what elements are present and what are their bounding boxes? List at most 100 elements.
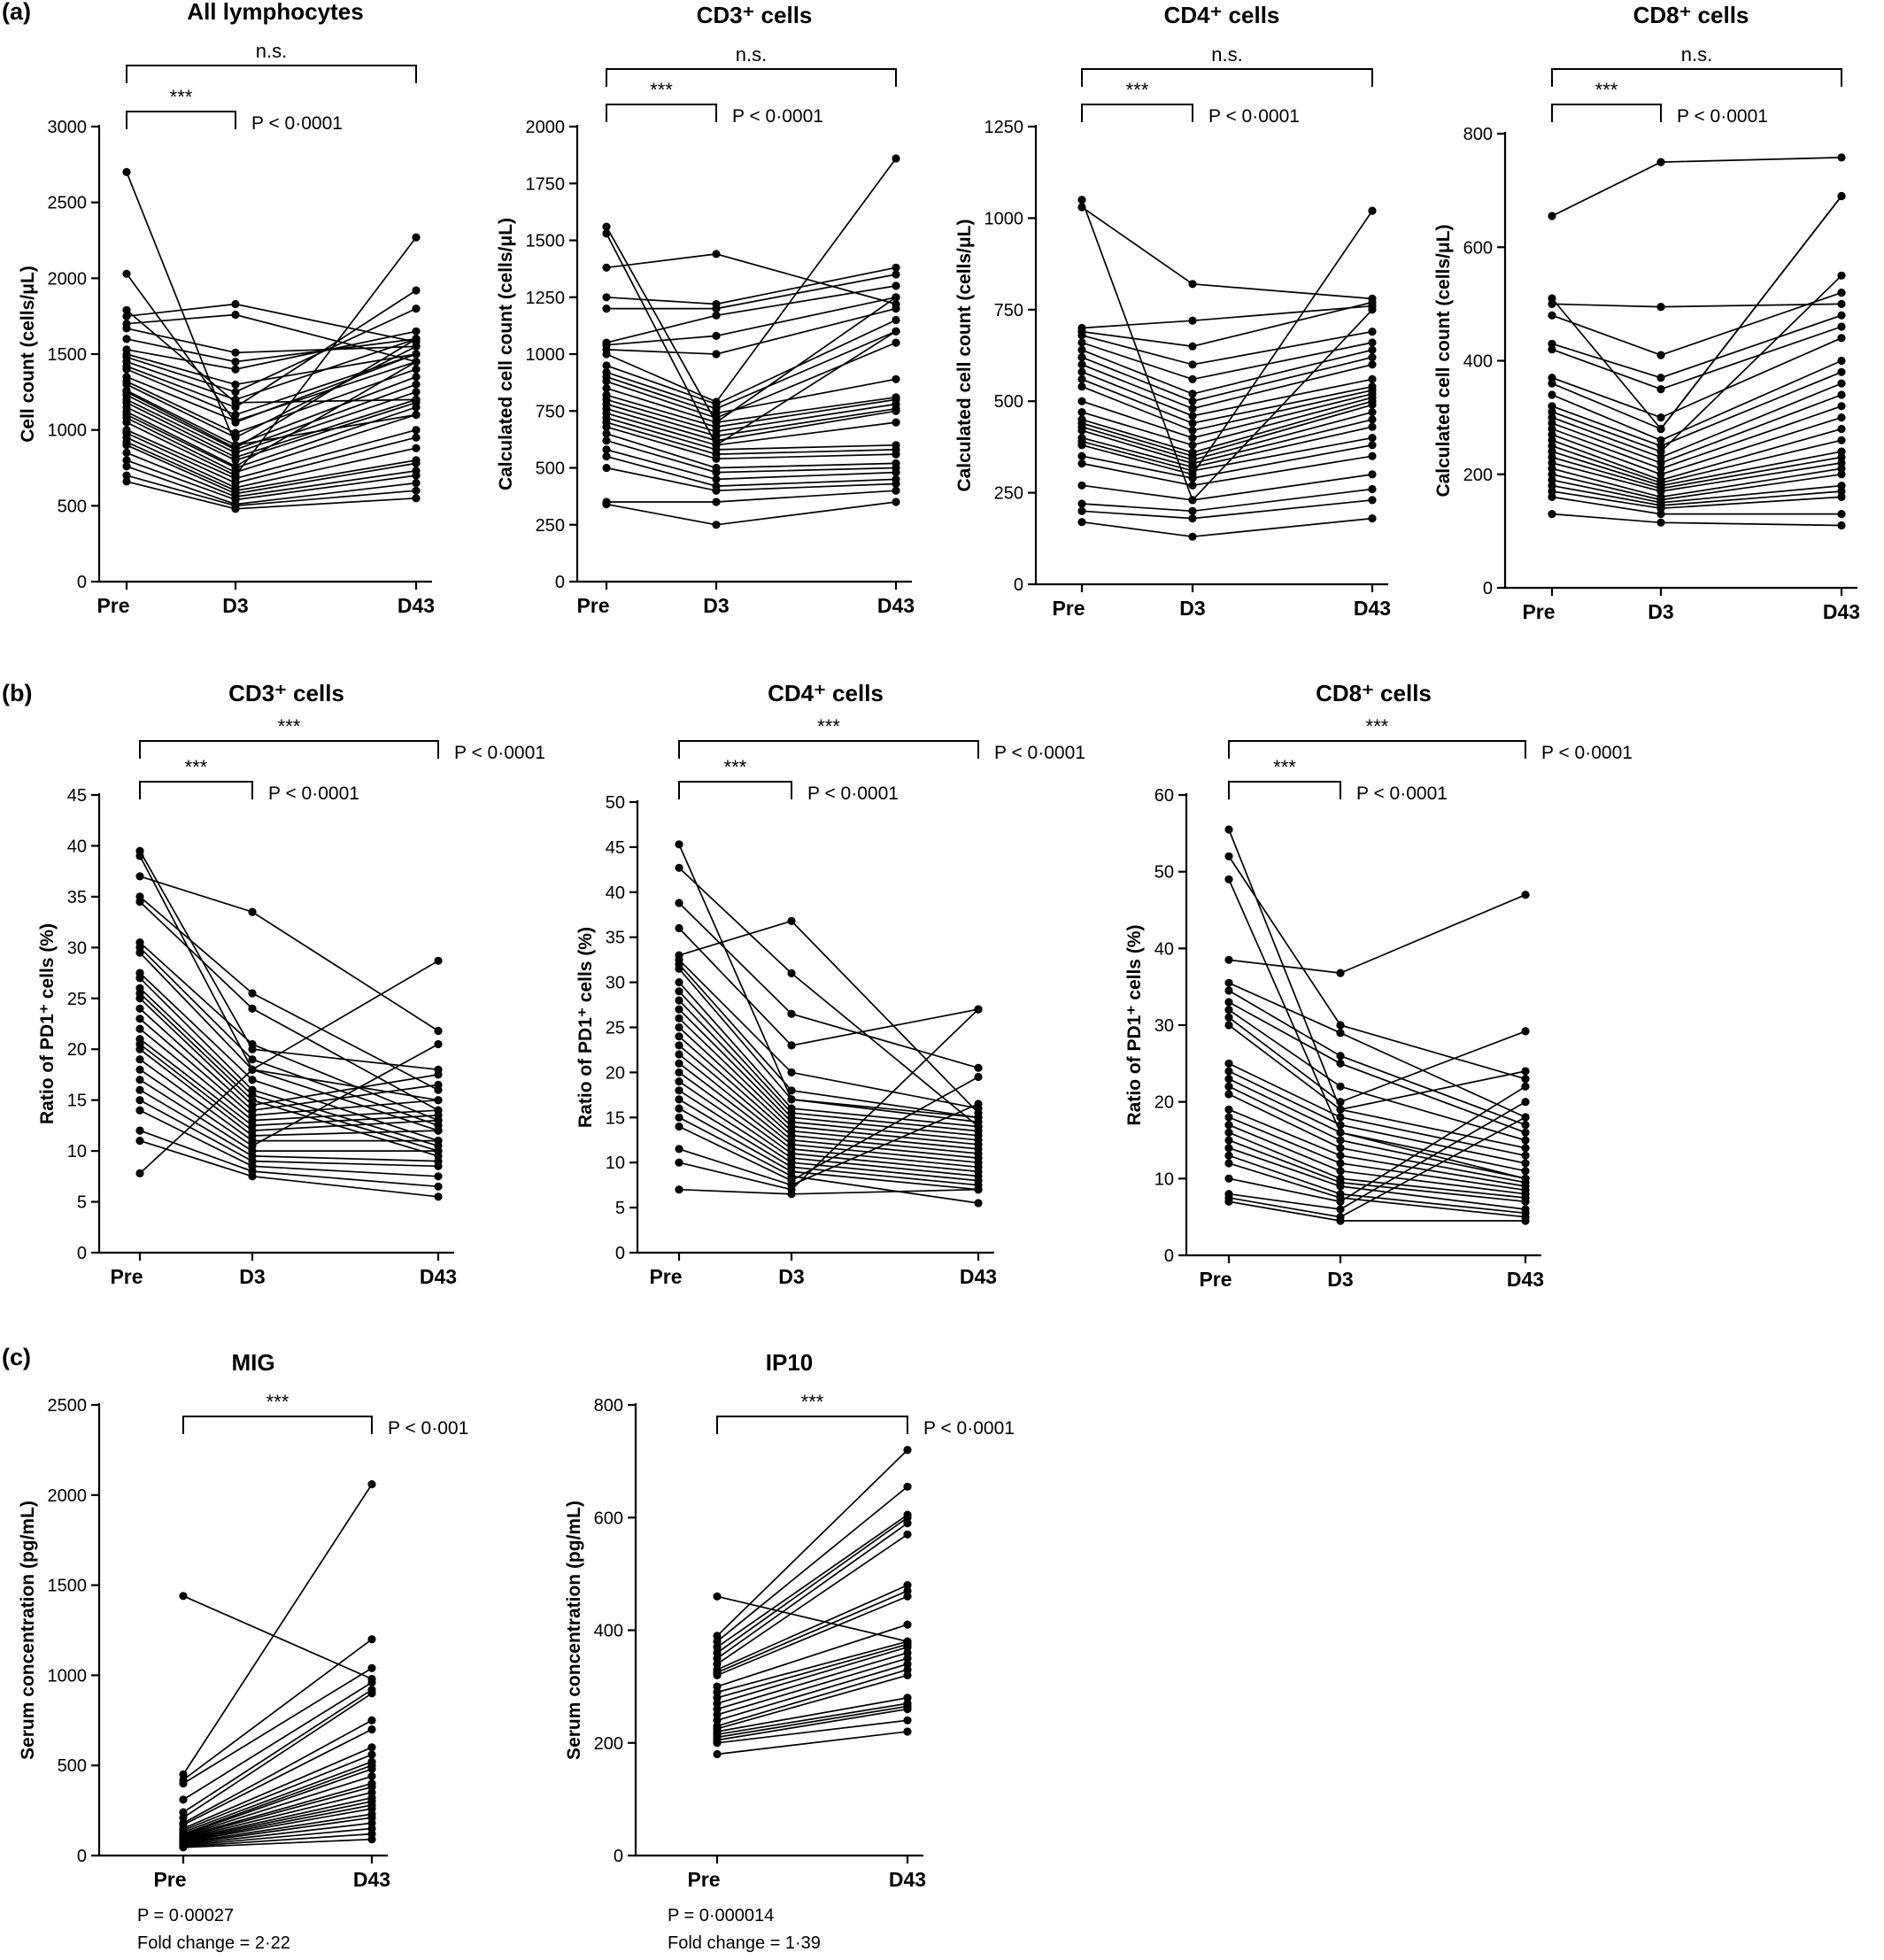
data-point — [1077, 360, 1086, 369]
p-value-label: P < 0·0001 — [1208, 106, 1300, 127]
data-point — [602, 263, 611, 272]
data-point — [1336, 1182, 1345, 1191]
data-point — [434, 1161, 443, 1170]
data-point — [122, 441, 131, 450]
data-point — [1837, 492, 1846, 502]
significance-label: *** — [170, 86, 193, 108]
x-tick-label: D43 — [420, 1265, 457, 1288]
data-point — [1548, 345, 1556, 354]
data-point — [367, 1743, 376, 1752]
data-point — [367, 1663, 376, 1672]
data-point — [675, 1059, 683, 1068]
significance-bracket — [139, 740, 439, 759]
y-tick-label: 250 — [536, 516, 565, 536]
data-point — [1077, 338, 1086, 347]
data-point — [892, 305, 900, 313]
data-point — [412, 305, 421, 313]
data-point — [1656, 510, 1665, 519]
data-point — [434, 1182, 443, 1191]
series-line-17 — [606, 403, 897, 437]
y-axis-label: Serum concentration (pg/mL) — [18, 1501, 38, 1760]
data-point — [713, 1660, 722, 1669]
y-tick-label: 25 — [606, 1019, 625, 1038]
y-tick-label: 45 — [606, 838, 625, 858]
significance-bracket — [716, 1416, 908, 1434]
data-point — [412, 373, 421, 382]
significance-label: n.s. — [1681, 43, 1712, 66]
data-point — [892, 154, 900, 163]
data-point — [713, 1716, 722, 1725]
data-point — [1656, 447, 1665, 456]
data-point — [1188, 397, 1197, 405]
y-tick-label: 1000 — [526, 345, 566, 365]
data-point — [675, 923, 683, 933]
y-tick-label: 5 — [615, 1199, 625, 1218]
data-point — [1077, 426, 1086, 435]
significance-label: *** — [185, 756, 208, 778]
data-point — [434, 1172, 443, 1181]
data-point — [367, 1771, 376, 1780]
data-point — [1224, 998, 1233, 1007]
data-point — [1077, 459, 1086, 468]
data-point — [122, 418, 131, 427]
y-tick-label: 1000 — [48, 421, 88, 441]
data-point — [1548, 459, 1556, 467]
data-point — [434, 1080, 443, 1089]
data-point — [367, 1725, 376, 1734]
data-point — [231, 348, 240, 357]
series-line-24 — [1081, 474, 1373, 501]
series-line-7 — [716, 1533, 908, 1665]
data-point — [1548, 402, 1556, 411]
series-line-5 — [1081, 330, 1373, 366]
p-value-label: P < 0·0001 — [251, 113, 343, 134]
x-tick-label: Pre — [1052, 597, 1085, 620]
data-point — [1368, 470, 1377, 479]
series-line-2 — [182, 1484, 373, 1775]
data-point — [1336, 1144, 1345, 1153]
series-line-1 — [1228, 829, 1526, 1111]
data-point — [675, 1077, 683, 1086]
series-line-6 — [716, 1522, 908, 1659]
data-point — [179, 1592, 188, 1601]
significance-bracket — [1081, 68, 1373, 87]
x-tick-label: Pre — [1522, 600, 1555, 623]
data-point — [1336, 1098, 1345, 1107]
series-line-5 — [1551, 314, 1842, 379]
data-point — [712, 486, 721, 495]
series-line-1 — [182, 1595, 373, 1680]
x-tick-label: D43 — [398, 594, 435, 617]
data-point — [675, 1095, 683, 1104]
data-point — [1521, 1098, 1530, 1107]
chart-1: All lymphocytes 0 500 1000 1500 2000 2500 3000 C… — [18, 0, 435, 617]
data-point — [231, 299, 240, 309]
data-point — [1224, 1067, 1233, 1076]
data-point — [135, 974, 144, 983]
chart-title: MIG — [231, 1349, 274, 1376]
data-point — [1521, 1027, 1530, 1036]
data-point — [1336, 1082, 1345, 1091]
series-line-28 — [182, 1838, 373, 1848]
data-point — [602, 305, 611, 313]
data-point — [1656, 436, 1665, 444]
data-point — [1077, 441, 1086, 450]
data-point — [1188, 506, 1197, 515]
data-point — [1077, 518, 1086, 527]
chart-title: CD8⁺ cells — [1633, 2, 1749, 28]
series-line-3 — [678, 902, 979, 1069]
data-point — [713, 1710, 722, 1719]
series-line-25 — [1081, 488, 1373, 513]
data-point — [1224, 1128, 1233, 1137]
data-point — [903, 1643, 912, 1652]
data-point — [1188, 316, 1197, 325]
data-point — [135, 1015, 144, 1023]
data-point — [367, 1835, 376, 1844]
data-point — [1656, 442, 1665, 451]
y-tick-label: 60 — [1154, 786, 1174, 806]
data-point — [1368, 441, 1377, 450]
data-point — [135, 1055, 144, 1064]
data-point — [787, 1068, 796, 1076]
y-tick-label: 50 — [1154, 863, 1174, 883]
significance-bracket — [606, 104, 717, 122]
data-point — [1077, 397, 1086, 405]
data-point — [231, 433, 240, 442]
